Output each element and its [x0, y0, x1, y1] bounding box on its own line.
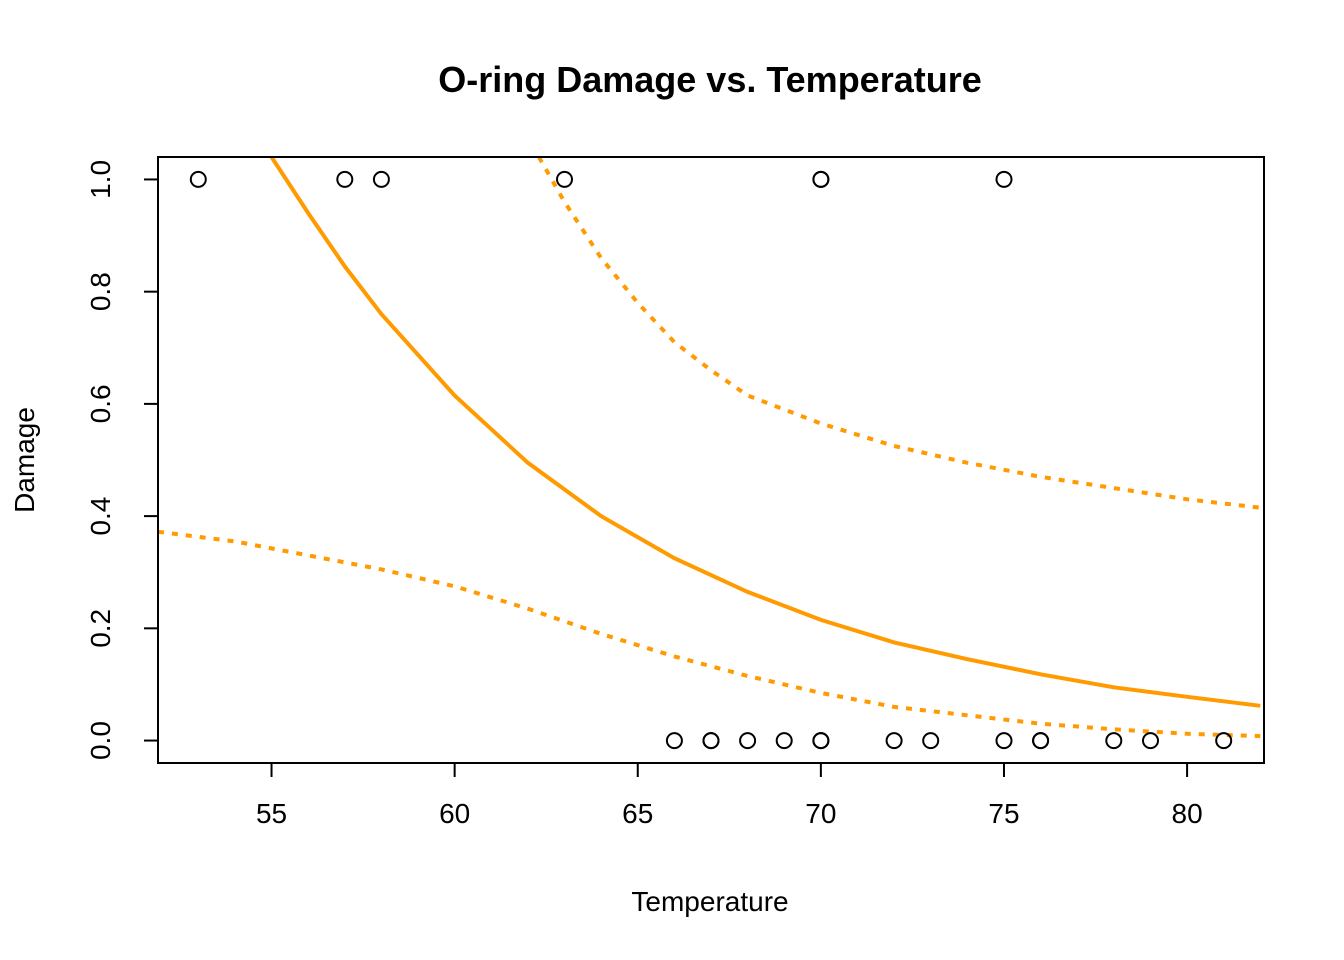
fitted-curve-0: [269, 157, 1261, 708]
data-point: [812, 170, 830, 188]
data-point: [885, 732, 903, 750]
point-layer: [189, 170, 1233, 750]
data-point: [775, 732, 793, 750]
x-tick-label: 65: [622, 798, 653, 829]
x-tick-label: 75: [988, 798, 1019, 829]
data-point: [189, 170, 207, 188]
data-point: [995, 732, 1013, 750]
data-point: [1032, 732, 1050, 750]
y-tick-label: 0.2: [85, 609, 116, 648]
data-point: [739, 732, 757, 750]
data-point: [336, 170, 354, 188]
plot-frame: [157, 156, 1265, 764]
chart-title: O-ring Damage vs. Temperature: [438, 59, 982, 100]
y-axis-label: Damage: [9, 407, 40, 513]
data-point: [665, 732, 683, 750]
data-point: [1215, 732, 1233, 750]
curve-layer: [158, 157, 1261, 739]
confidence-band-line-2: [158, 529, 1261, 739]
data-point: [1142, 732, 1159, 750]
x-tick-label: 70: [805, 798, 836, 829]
x-axis-label: Temperature: [631, 886, 788, 917]
data-point: [922, 732, 940, 750]
x-tick-label: 80: [1172, 798, 1203, 829]
x-tick-label: 60: [439, 798, 470, 829]
axes-layer: 55 60 65 70 75 80 0.0 0.2 0.4 0.6 0.8 1.0: [85, 160, 1203, 829]
y-tick-label: 0.4: [85, 497, 116, 536]
data-point: [556, 170, 573, 188]
data-point: [812, 732, 830, 750]
x-tick-label: 55: [256, 798, 287, 829]
y-tick-label: 0.6: [85, 384, 116, 423]
data-point: [702, 732, 720, 750]
confidence-band-line-1: [537, 157, 1261, 510]
y-tick-label: 1.0: [85, 160, 116, 199]
data-point: [372, 170, 390, 188]
y-tick-label: 0.0: [85, 721, 116, 760]
data-point: [1105, 732, 1123, 750]
y-tick-label: 0.8: [85, 272, 116, 311]
data-point: [995, 170, 1013, 188]
